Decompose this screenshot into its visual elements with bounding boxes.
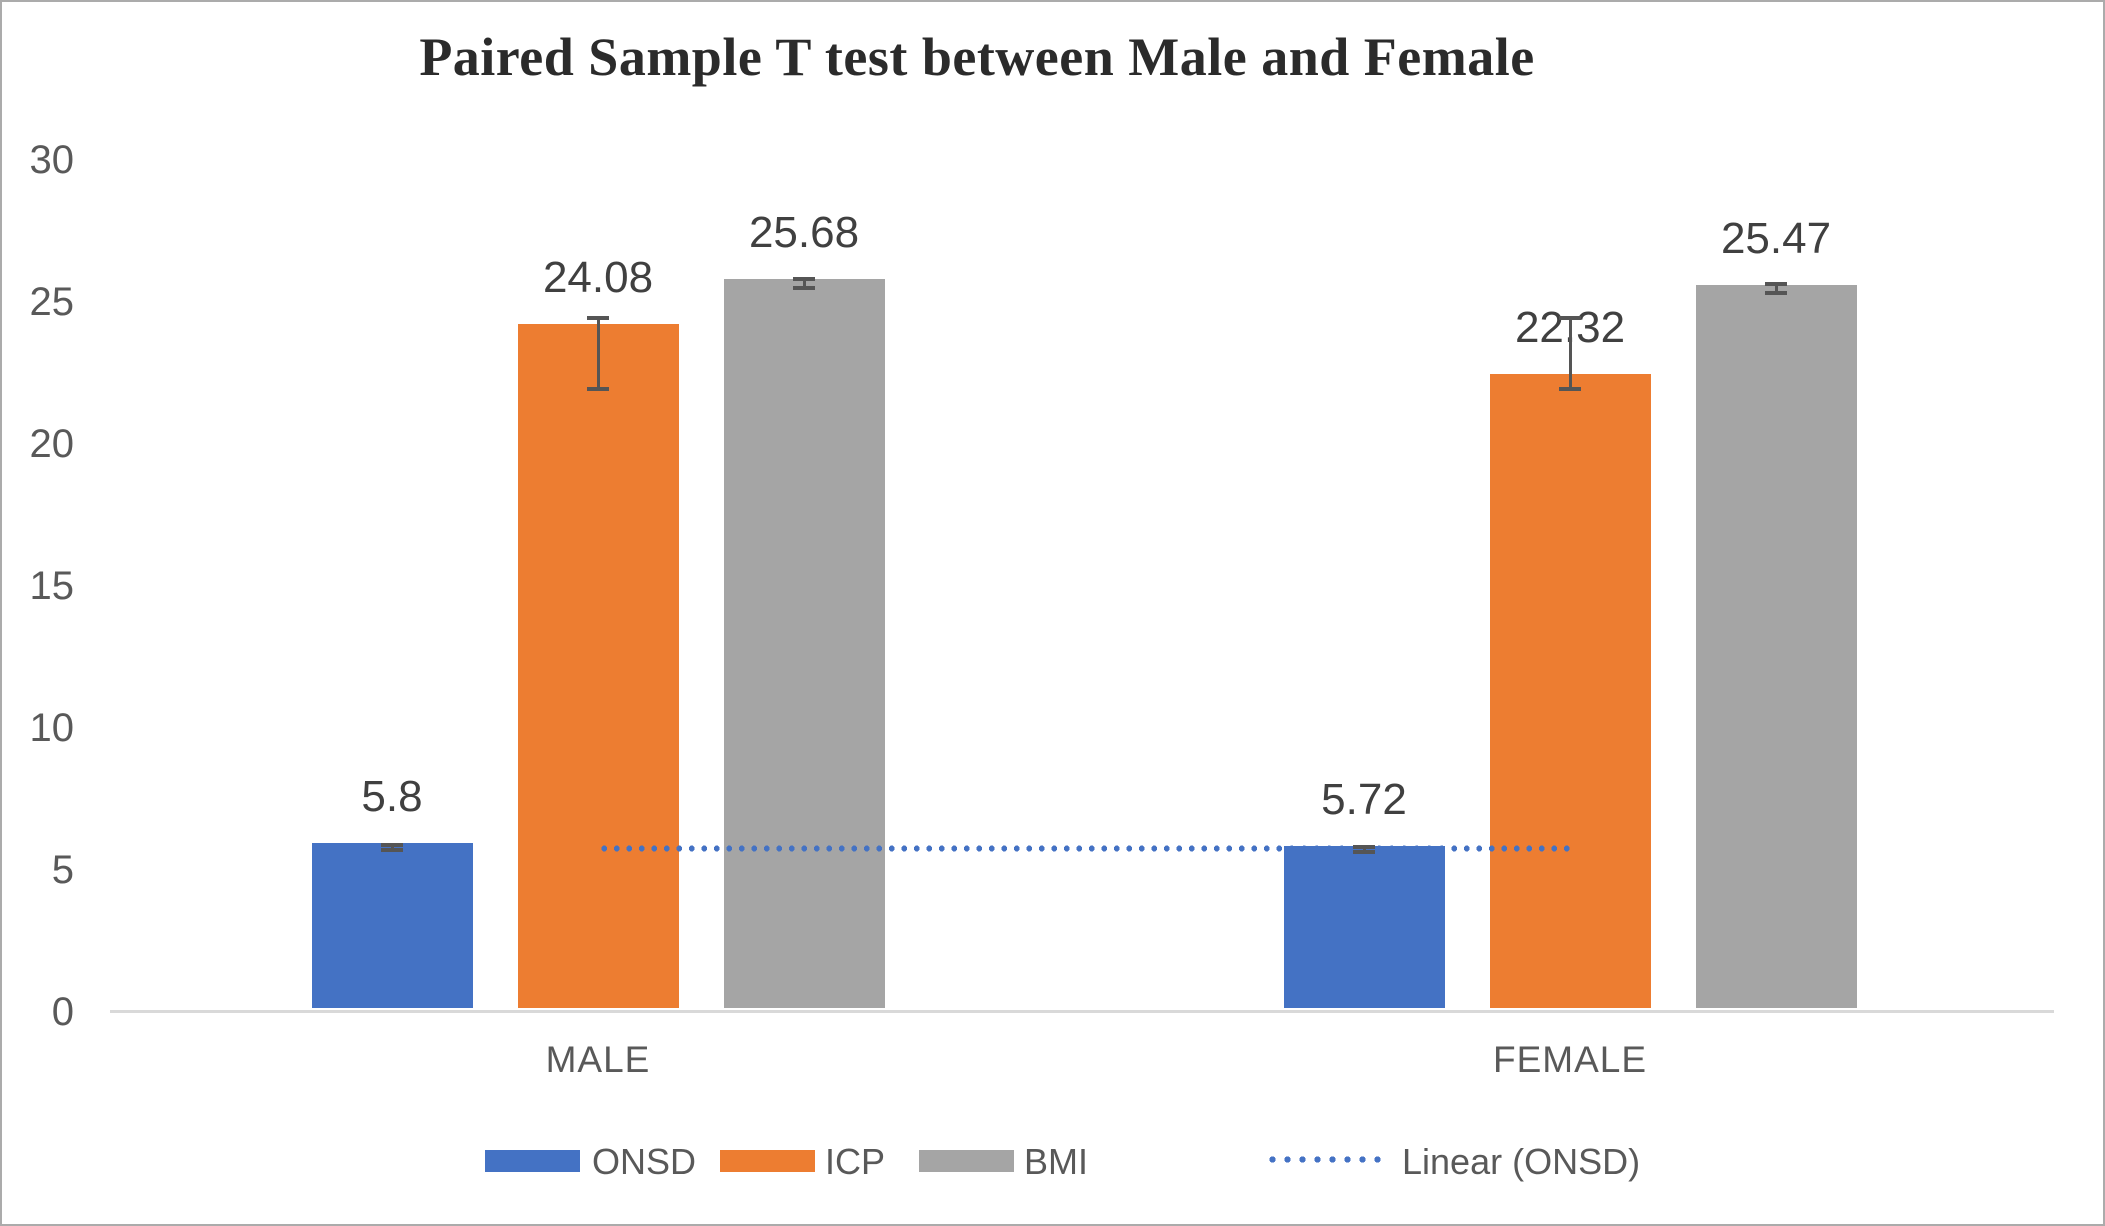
value-label-bmi-female: 25.47	[1720, 213, 1832, 263]
y-tick-5: 5	[51, 848, 74, 892]
legend-label-onsd: ONSD	[592, 1141, 697, 1182]
error-bar-onsd-male	[390, 845, 394, 850]
bar-bmi-male	[723, 278, 885, 1008]
error-cap-low-bmi-male	[793, 285, 815, 290]
legend-label-icp: ICP	[825, 1141, 886, 1182]
y-tick-0: 0	[51, 990, 74, 1034]
value-label-bmi-male: 25.68	[748, 207, 860, 257]
y-tick-30: 30	[29, 138, 75, 182]
legend-label-bmi: BMI	[1024, 1141, 1089, 1182]
error-cap-high-icp-female	[1559, 315, 1581, 320]
error-cap-low-bmi-female	[1765, 290, 1787, 295]
error-cap-high-onsd-male	[381, 843, 403, 847]
error-cap-high-onsd-female	[1353, 845, 1375, 850]
bar-onsd-female	[1283, 845, 1445, 1008]
category-label-male: MALE	[545, 1039, 651, 1080]
bar-onsd-male	[311, 843, 473, 1008]
error-cap-low-onsd-male	[381, 847, 403, 852]
error-cap-low-icp-male	[587, 386, 609, 391]
y-tick-20: 20	[29, 422, 75, 466]
legend-dotted-line-linear-onsd	[1265, 1156, 1387, 1163]
value-label-onsd-male: 5.8	[361, 772, 423, 822]
error-bar-onsd-female	[1362, 847, 1366, 852]
error-cap-low-onsd-female	[1353, 849, 1375, 854]
error-bar-icp-female	[1568, 317, 1572, 389]
error-cap-low-icp-female	[1559, 386, 1581, 391]
bar-icp-female	[1489, 374, 1651, 1008]
x-axis-line	[110, 1010, 2054, 1013]
value-label-onsd-female: 5.72	[1321, 774, 1407, 824]
y-tick-10: 10	[29, 706, 75, 750]
y-tick-15: 15	[29, 564, 75, 608]
error-bar-bmi-male	[802, 278, 806, 288]
category-label-female: FEMALE	[1492, 1039, 1648, 1080]
bar-bmi-female	[1695, 284, 1857, 1008]
error-bar-icp-male	[596, 317, 600, 389]
legend-swatch-icp	[720, 1150, 815, 1172]
bar-icp-male	[517, 324, 679, 1008]
error-cap-high-bmi-male	[793, 276, 815, 281]
error-bar-bmi-female	[1774, 284, 1778, 293]
legend-swatch-onsd	[485, 1150, 580, 1172]
legend-label-linear-onsd: Linear (ONSD)	[1402, 1141, 1641, 1182]
chart-title: Paired Sample T test between Male and Fe…	[419, 27, 1535, 87]
legend-swatch-bmi	[919, 1150, 1014, 1172]
value-label-icp-male: 24.08	[542, 253, 654, 303]
error-cap-high-icp-male	[587, 315, 609, 320]
error-cap-high-bmi-female	[1765, 282, 1787, 287]
y-tick-25: 25	[29, 280, 75, 324]
trendline-linear-onsd	[598, 844, 1570, 852]
